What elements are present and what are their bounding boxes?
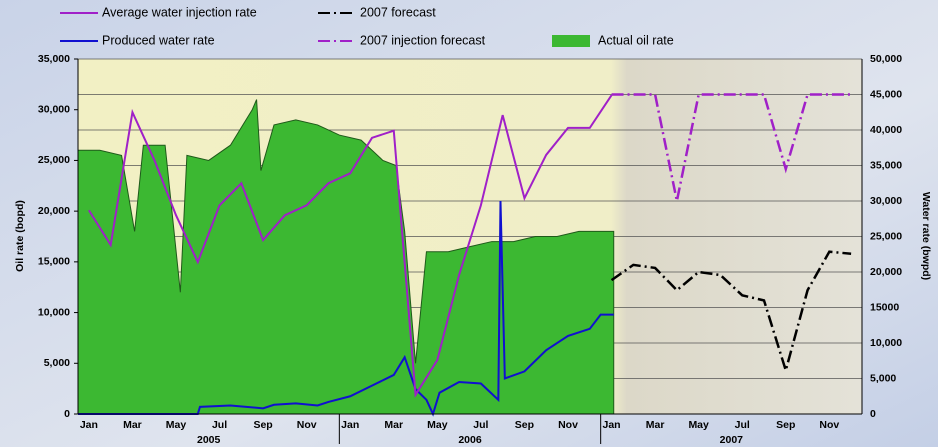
x-tick-label: Sep — [776, 419, 795, 431]
x-tick-label: Jan — [80, 419, 98, 431]
y-tick-label: 5,000 — [44, 357, 70, 369]
y2-tick-label: 5,000 — [870, 372, 896, 384]
x-tick-label: Nov — [819, 419, 839, 431]
y2-tick-label: 50,000 — [870, 53, 902, 65]
y2-tick-label: 25,000 — [870, 230, 902, 242]
y2-tick-label: 45,000 — [870, 88, 902, 100]
x-tick-label: Nov — [297, 419, 317, 431]
x-tick-label: Mar — [384, 419, 403, 431]
legend-label: Average water injection rate — [102, 5, 257, 19]
chart: Oil rate (bopd) Water rate (bwpd) 0 5,000… — [0, 0, 938, 447]
x-tick-label: May — [427, 419, 448, 431]
y2-tick-label: 30,000 — [870, 195, 902, 207]
y2-tick-label: 40,000 — [870, 124, 902, 136]
y2-tick-label: 15000 — [870, 301, 899, 313]
y2-axis-label: Water rate (bwpd) — [920, 192, 932, 280]
x-tick-label: May — [688, 419, 709, 431]
y-tick-label: 15,000 — [38, 256, 70, 268]
x-tick-label: Jan — [341, 419, 359, 431]
x-tick-label: Jul — [473, 419, 488, 431]
year-label: 2005 — [197, 434, 221, 446]
legend-label: Produced water rate — [102, 33, 215, 47]
x-tick-label: Jan — [603, 419, 621, 431]
y2-tick-label: 10,000 — [870, 337, 902, 349]
x-tick-label: Mar — [123, 419, 142, 431]
x-tick-label: Nov — [558, 419, 578, 431]
y-tick-label: 20,000 — [38, 205, 70, 217]
x-tick-label: Jul — [212, 419, 227, 431]
x-tick-label: Sep — [515, 419, 534, 431]
x-tick-label: Mar — [646, 419, 665, 431]
legend-swatch — [552, 35, 590, 47]
y-tick-label: 30,000 — [38, 103, 70, 115]
y-tick-label: 0 — [64, 408, 70, 420]
x-tick-label: May — [166, 419, 187, 431]
legend-label: Actual oil rate — [598, 33, 674, 47]
y2-tick-label: 35,000 — [870, 159, 902, 171]
year-label: 2006 — [458, 434, 482, 446]
x-tick-label: Sep — [253, 419, 272, 431]
legend-label: 2007 injection forecast — [360, 33, 486, 47]
y-tick-label: 35,000 — [38, 53, 70, 65]
legend-label: 2007 forecast — [360, 5, 436, 19]
y2-tick-label: 0 — [870, 408, 876, 420]
y-tick-label: 10,000 — [38, 306, 70, 318]
y-axis-label: Oil rate (bopd) — [14, 200, 26, 272]
y2-tick-label: 20,000 — [870, 266, 902, 278]
year-label: 2007 — [720, 434, 744, 446]
x-tick-label: Jul — [735, 419, 750, 431]
y-tick-label: 25,000 — [38, 154, 70, 166]
